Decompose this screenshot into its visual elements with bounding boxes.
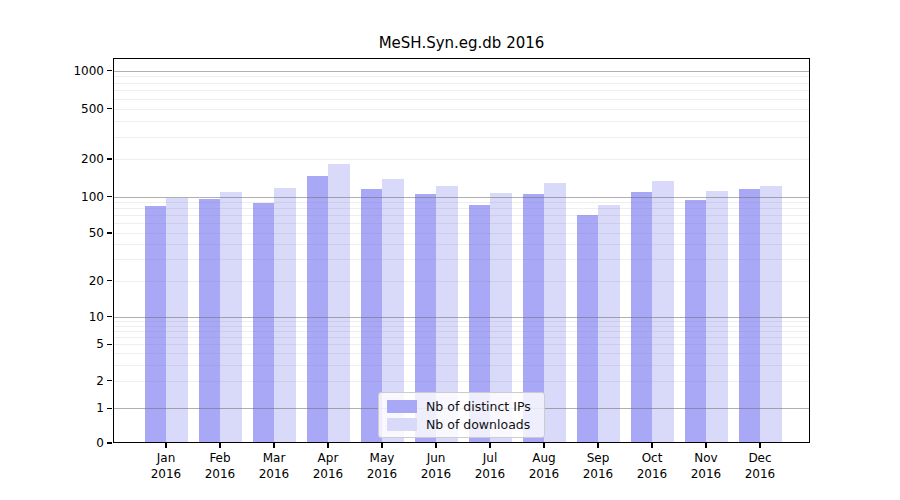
legend-item: Nb of downloads [385,415,538,433]
gridline-minor [114,208,809,209]
gridline-major [114,317,809,318]
legend: Nb of distinct IPs Nb of downloads [378,392,545,438]
gridline-minor [114,344,809,345]
gridline-minor [114,76,809,77]
gridline-minor [114,244,809,245]
gridline-minor [114,365,809,366]
chart-figure: MeSH.Syn.eg.db 2016 01251020501002005001… [0,0,900,500]
gridline-minor [114,159,809,160]
gridline-minor [114,337,809,338]
gridline-minor [114,215,809,216]
gridline-minor [114,99,809,100]
gridline-major [114,71,809,72]
gridline-minor [114,202,809,203]
gridline-minor [114,223,809,224]
gridline-minor [114,259,809,260]
gridline-minor [114,109,809,110]
gridline-minor [114,83,809,84]
legend-label: Nb of downloads [426,417,530,432]
gridline-minor [114,121,809,122]
gridline-major [114,197,809,198]
gridline-minor [114,90,809,91]
gridline-minor [114,331,809,332]
gridline-minor [114,233,809,234]
gridline-minor [114,321,809,322]
legend-label: Nb of distinct IPs [426,399,531,414]
gridline-minor [114,353,809,354]
legend-item: Nb of distinct IPs [385,397,538,415]
legend-swatch-distinct-ips [387,400,417,413]
gridline-minor [114,137,809,138]
legend-swatch-downloads [387,418,417,431]
gridline-minor [114,326,809,327]
gridline-minor [114,381,809,382]
gridline-minor [114,281,809,282]
